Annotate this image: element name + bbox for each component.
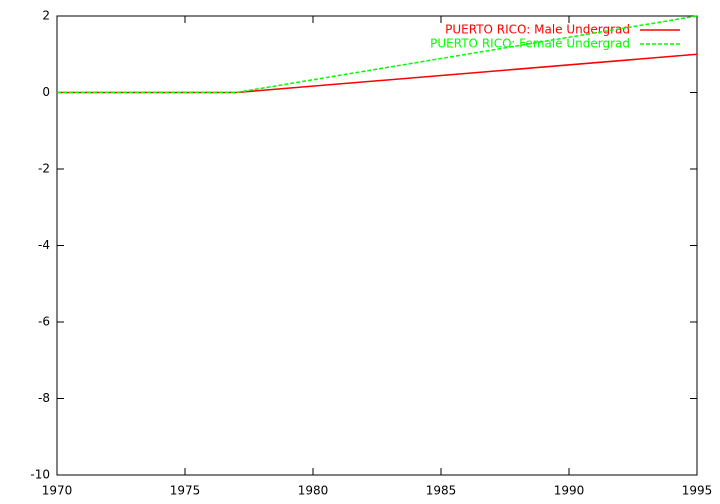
y-tick-label: -2: [38, 162, 50, 176]
y-tick-label: -10: [30, 468, 50, 482]
x-tick-label: 1970: [42, 484, 73, 498]
x-tick-label: 1995: [682, 484, 713, 498]
legend-label: PUERTO RICO: Male Undergrad: [445, 23, 630, 37]
x-tick-label: 1975: [170, 484, 201, 498]
x-tick-label: 1990: [554, 484, 585, 498]
y-tick-label: 0: [42, 85, 50, 99]
series-line: [57, 53, 698, 94]
plot-frame: [56, 15, 698, 476]
y-tick-label: -6: [38, 315, 50, 329]
x-tick-label: 1985: [426, 484, 457, 498]
y-tick-label: 2: [42, 9, 50, 23]
y-tick-label: -4: [38, 238, 50, 252]
legend-label: PUERTO RICO: Female Undergrad: [430, 37, 630, 51]
x-tick-label: 1980: [298, 484, 329, 498]
y-tick-label: -8: [38, 391, 50, 405]
